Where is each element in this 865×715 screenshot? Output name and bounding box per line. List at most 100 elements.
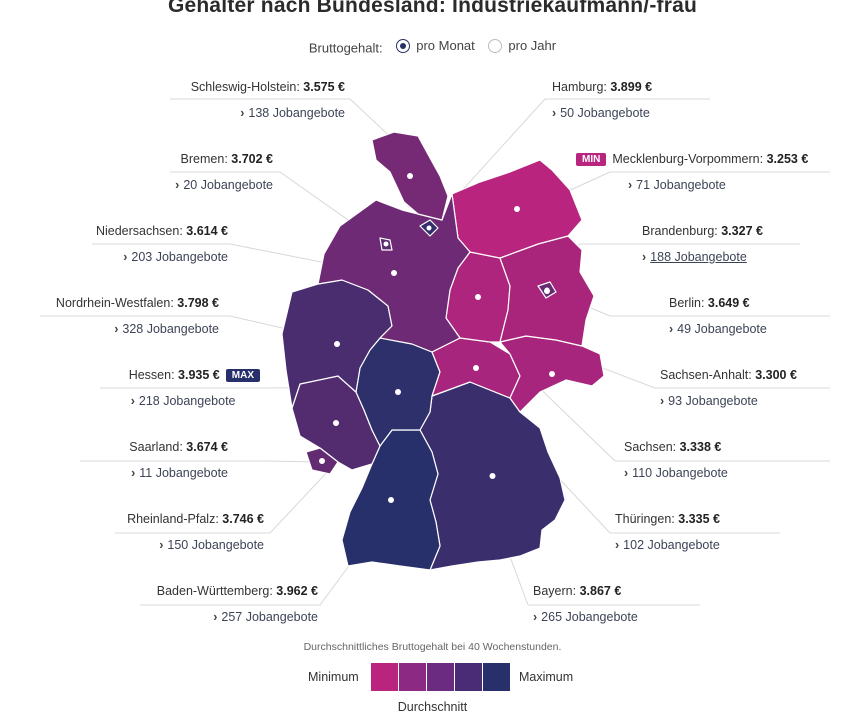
state-dot bbox=[544, 287, 550, 293]
label-bremen: Bremen: 3.702 € › 20 Jobangebote bbox=[175, 152, 273, 192]
jobs-link[interactable]: › 265 Jobangebote bbox=[533, 610, 638, 624]
jobs-text: 93 Jobangebote bbox=[668, 394, 758, 408]
jobs-link[interactable]: › 328 Jobangebote bbox=[56, 322, 219, 336]
radio-per-year-label: pro Jahr bbox=[508, 38, 557, 53]
state-value: 3.253 € bbox=[766, 152, 809, 166]
chevron-right-icon: › bbox=[123, 250, 128, 264]
legend-maximum-label: Maximum bbox=[519, 670, 574, 684]
jobs-link[interactable]: › 203 Jobangebote bbox=[96, 250, 228, 264]
legend-swatch bbox=[399, 663, 426, 691]
state-name: Baden-Württemberg bbox=[156, 584, 270, 598]
page-title: Gehälter nach Bundesland: Industriekaufm… bbox=[167, 0, 698, 17]
state-dot bbox=[319, 458, 325, 464]
legend-swatch bbox=[483, 663, 510, 691]
jobs-link[interactable]: › 138 Jobangebote bbox=[191, 106, 345, 120]
state-value: 3.798 € bbox=[177, 296, 219, 310]
jobs-text: 50 Jobangebote bbox=[560, 106, 650, 120]
jobs-text: 71 Jobangebote bbox=[636, 178, 726, 192]
state-name: Bremen bbox=[180, 152, 225, 166]
label-niedersachsen: Niedersachsen: 3.614 € › 203 Jobangebote bbox=[95, 224, 228, 264]
label-brandenburg: Brandenburg: 3.327 € › 188 Jobangebote bbox=[642, 224, 763, 264]
chevron-right-icon: › bbox=[159, 538, 164, 552]
label-saarland: Saarland: 3.674 € › 11 Jobangebote bbox=[129, 440, 228, 480]
radio-off-icon bbox=[488, 38, 503, 53]
label-baden-wuerttemberg: Baden-Württemberg: 3.962 € › 257 Jobangeb… bbox=[156, 584, 318, 624]
jobs-link[interactable]: › 11 Jobangebote bbox=[129, 466, 228, 480]
label-thueringen: Thüringen: 3.335 € › 102 Jobangebote bbox=[615, 512, 720, 552]
state-name: Schleswig-Holstein bbox=[190, 80, 297, 94]
legend-average-label: Durchschnitt bbox=[397, 700, 468, 714]
state-dots bbox=[319, 173, 555, 503]
state-dot bbox=[475, 294, 481, 300]
jobs-link[interactable]: › 150 Jobangebote bbox=[127, 538, 264, 552]
state-value: 3.327 € bbox=[721, 224, 763, 238]
state-name: Brandenburg bbox=[642, 224, 715, 238]
legend-swatch bbox=[371, 663, 398, 691]
state-dot bbox=[549, 371, 555, 377]
jobs-text: 11 Jobangebote bbox=[139, 466, 228, 480]
state-dot bbox=[407, 173, 413, 179]
average-marker-icon bbox=[438, 692, 448, 698]
state-name: Rheinland-Pfalz bbox=[127, 512, 216, 526]
max-badge: MAX bbox=[225, 369, 260, 382]
chevron-right-icon: › bbox=[552, 106, 557, 120]
state-dot bbox=[383, 241, 389, 247]
chevron-right-icon: › bbox=[175, 178, 180, 192]
state-dot bbox=[514, 206, 520, 212]
states bbox=[281, 131, 605, 571]
jobs-link[interactable]: › 93 Jobangebote bbox=[660, 394, 797, 408]
jobs-text: 203 Jobangebote bbox=[131, 250, 228, 264]
chevron-right-icon: › bbox=[628, 178, 633, 192]
jobs-text: 150 Jobangebote bbox=[167, 538, 264, 552]
state-name: Thüringen bbox=[615, 512, 672, 526]
radio-per-year[interactable]: pro Jahr bbox=[488, 38, 556, 53]
state-value: 3.335 € bbox=[678, 512, 720, 526]
label-schleswig-holstein: Schleswig-Holstein: 3.575 € › 138 Jobange… bbox=[190, 80, 345, 120]
jobs-link[interactable]: › 20 Jobangebote bbox=[175, 178, 273, 192]
label-bayern: Bayern: 3.867 € › 265 Jobangebote bbox=[533, 584, 638, 624]
jobs-link[interactable]: › 257 Jobangebote bbox=[157, 610, 318, 624]
label-sachsen: Sachsen: 3.338 € › 110 Jobangebote bbox=[624, 440, 728, 480]
toggle-label: Bruttogehalt: bbox=[308, 40, 383, 56]
state-value: 3.338 € bbox=[679, 440, 722, 454]
jobs-link[interactable]: › 110 Jobangebote bbox=[624, 466, 728, 480]
label-mecklenburg-vorpommern: MIN Mecklenburg-Vorpommern: 3.253 € › 71 J… bbox=[576, 152, 808, 192]
chevron-right-icon: › bbox=[114, 322, 119, 336]
chevron-right-icon: › bbox=[669, 322, 674, 336]
jobs-link[interactable]: › 49 Jobangebote bbox=[669, 322, 767, 336]
state-value: 3.867 € bbox=[579, 584, 622, 598]
jobs-text: 110 Jobangebote bbox=[632, 466, 728, 480]
jobs-link[interactable]: › 188 Jobangebote bbox=[642, 250, 763, 264]
jobs-text: 20 Jobangebote bbox=[183, 178, 273, 192]
state-name: Bayern bbox=[533, 584, 573, 598]
state-dot bbox=[426, 225, 432, 231]
radio-on-icon bbox=[396, 38, 411, 53]
state-dot bbox=[333, 420, 339, 426]
label-rheinland-pfalz: Rheinland-Pfalz: 3.746 € › 150 Jobangebot… bbox=[127, 512, 264, 552]
state-name: Niedersachsen bbox=[95, 224, 180, 238]
state-dot bbox=[391, 270, 397, 276]
state-name: Berlin bbox=[669, 296, 701, 310]
jobs-text: 49 Jobangebote bbox=[677, 322, 767, 336]
state-name: Sachsen bbox=[624, 440, 673, 454]
radio-per-month[interactable]: pro Monat bbox=[396, 38, 475, 53]
label-hessen: Hessen: 3.935 € MAX › 218 Jobangebote bbox=[129, 368, 260, 408]
leader-saarland bbox=[80, 460, 321, 463]
state-dot bbox=[473, 365, 479, 371]
chevron-right-icon: › bbox=[240, 106, 245, 120]
state-name: Nordrhein-Westfalen bbox=[55, 296, 171, 310]
jobs-link[interactable]: › 71 Jobangebote bbox=[576, 178, 808, 192]
jobs-text: 102 Jobangebote bbox=[623, 538, 720, 552]
chevron-right-icon: › bbox=[615, 538, 620, 552]
chevron-right-icon: › bbox=[660, 394, 665, 408]
state-value: 3.649 € bbox=[707, 296, 750, 310]
legend-swatch bbox=[455, 663, 482, 691]
jobs-link[interactable]: › 102 Jobangebote bbox=[615, 538, 720, 552]
jobs-text: 265 Jobangebote bbox=[541, 610, 638, 624]
jobs-link[interactable]: › 218 Jobangebote bbox=[129, 394, 260, 408]
jobs-link[interactable]: › 50 Jobangebote bbox=[552, 106, 652, 120]
chevron-right-icon: › bbox=[624, 466, 629, 480]
state-value: 3.702 € bbox=[231, 152, 273, 166]
salary-period-toggle: Bruttogehalt: pro Monat pro Jahr bbox=[0, 38, 865, 56]
